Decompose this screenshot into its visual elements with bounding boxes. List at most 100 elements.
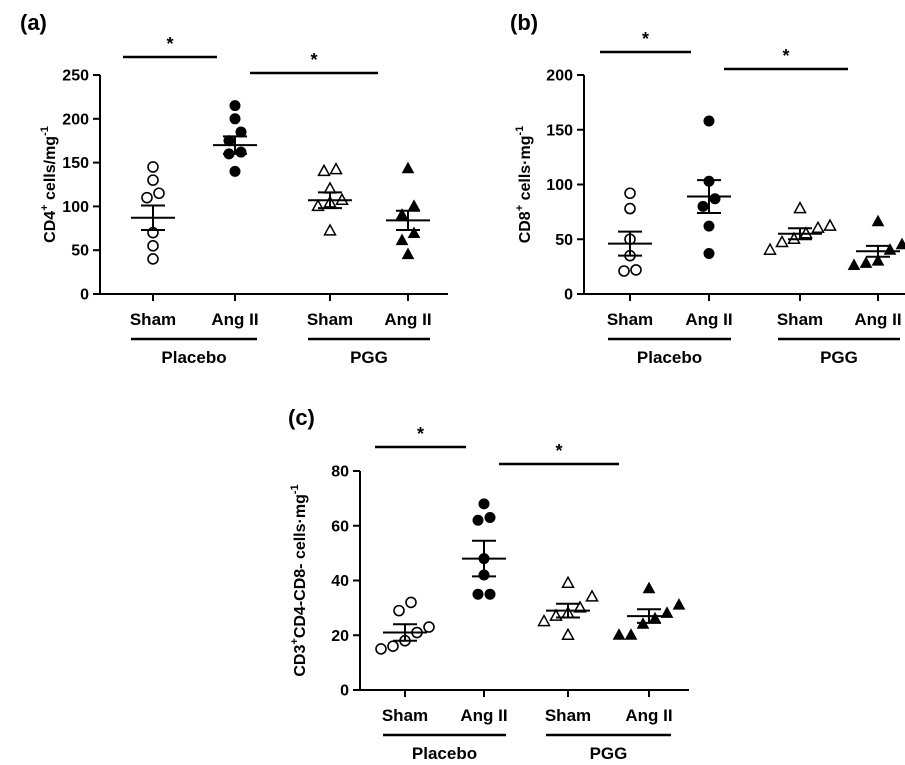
group-label: PGG <box>350 348 388 367</box>
data-point <box>375 643 387 655</box>
y-tick-label: 100 <box>546 177 573 194</box>
data-point <box>642 581 656 594</box>
data-point <box>871 254 885 266</box>
series-group <box>612 581 686 640</box>
series-group <box>375 596 435 655</box>
data-point <box>537 614 551 627</box>
data-point <box>624 202 636 215</box>
x-tick-label: Ang II <box>625 706 672 725</box>
x-tick-label: Sham <box>130 310 176 329</box>
x-tick-label: Ang II <box>685 310 732 329</box>
y-tick-label: 150 <box>62 155 89 172</box>
panel-label: (c) <box>288 405 315 430</box>
y-tick-label: 100 <box>62 199 89 216</box>
x-tick-label: Ang II <box>460 706 507 725</box>
x-tick-label: Ang II <box>384 310 431 329</box>
panel-label: (b) <box>510 10 538 35</box>
y-tick-label: 50 <box>71 243 89 260</box>
data-point <box>387 640 399 653</box>
x-tick-label: Sham <box>777 310 823 329</box>
data-point <box>859 256 873 268</box>
series-group <box>847 214 905 271</box>
series-group <box>462 498 506 600</box>
x-tick-label: Sham <box>382 706 428 725</box>
group-label: Placebo <box>161 348 226 367</box>
x-tick-label: Sham <box>307 310 353 329</box>
data-point <box>660 606 674 618</box>
x-tick-label: Sham <box>545 706 591 725</box>
y-tick-label: 200 <box>62 111 89 128</box>
data-point <box>153 187 165 200</box>
series-group <box>608 187 652 277</box>
data-point <box>793 201 807 214</box>
group-label: PGG <box>590 744 628 763</box>
data-point <box>709 193 721 205</box>
data-point <box>612 628 626 640</box>
y-tick-label: 0 <box>80 287 89 304</box>
group-label: PGG <box>820 348 858 367</box>
data-point <box>423 621 435 633</box>
significance-star: * <box>417 424 424 444</box>
data-point <box>229 100 241 112</box>
significance-star: * <box>782 46 789 66</box>
data-point <box>811 220 825 234</box>
data-point <box>229 165 241 177</box>
data-point <box>847 258 861 271</box>
data-point <box>672 598 686 610</box>
data-point <box>401 247 415 260</box>
data-point <box>235 146 247 158</box>
data-point <box>147 253 159 265</box>
data-point <box>407 199 421 211</box>
series-group <box>763 201 837 255</box>
series-group <box>537 575 599 640</box>
y-tick-label: 200 <box>546 68 573 85</box>
y-tick-label: 80 <box>331 464 349 481</box>
y-axis-label: CD4+ cells/mg-1 <box>39 126 59 243</box>
data-point <box>561 627 575 640</box>
data-point <box>648 611 662 624</box>
group-label: Placebo <box>637 348 702 367</box>
data-point <box>147 161 159 173</box>
data-point <box>624 187 636 200</box>
data-point <box>229 113 241 125</box>
data-point <box>703 115 715 127</box>
data-point <box>895 237 905 250</box>
significance-star: * <box>555 441 562 461</box>
significance-star: * <box>642 29 649 49</box>
data-point <box>630 264 642 276</box>
data-point <box>141 191 153 204</box>
data-point <box>405 596 417 609</box>
x-tick-label: Sham <box>607 310 653 329</box>
y-tick-label: 60 <box>331 518 349 535</box>
panel-label: (a) <box>20 10 47 35</box>
data-point <box>871 214 885 227</box>
data-point <box>147 174 159 186</box>
data-point <box>484 588 496 600</box>
data-point <box>478 498 490 510</box>
data-point <box>585 589 599 602</box>
series-group <box>687 115 731 259</box>
data-point <box>823 218 837 231</box>
panel-b: (b) 0 50 100 150 200 CD8+ cells·mg-1 Sham Ang II… <box>510 10 905 367</box>
y-axis-label: CD3+CD4-CD8- cells·mg-1 <box>289 484 309 676</box>
data-point <box>561 575 575 588</box>
significance-star: * <box>166 34 173 54</box>
data-point <box>323 181 337 194</box>
data-point <box>323 223 337 236</box>
group-label: Placebo <box>412 744 477 763</box>
x-tick-label: Ang II <box>211 310 258 329</box>
data-point <box>317 163 331 177</box>
data-point <box>472 514 484 526</box>
series-group <box>131 161 175 265</box>
y-tick-label: 20 <box>331 628 349 645</box>
data-point <box>573 600 587 613</box>
data-point <box>703 247 715 259</box>
data-point <box>393 604 405 617</box>
panel-c: (c) 0 20 40 60 80 CD3+CD4-CD8- cells·mg-1 Sham A… <box>288 405 689 763</box>
data-point <box>697 200 709 212</box>
data-point <box>775 234 789 248</box>
data-point <box>703 220 715 232</box>
data-point <box>618 265 630 277</box>
significance-star: * <box>310 50 317 70</box>
